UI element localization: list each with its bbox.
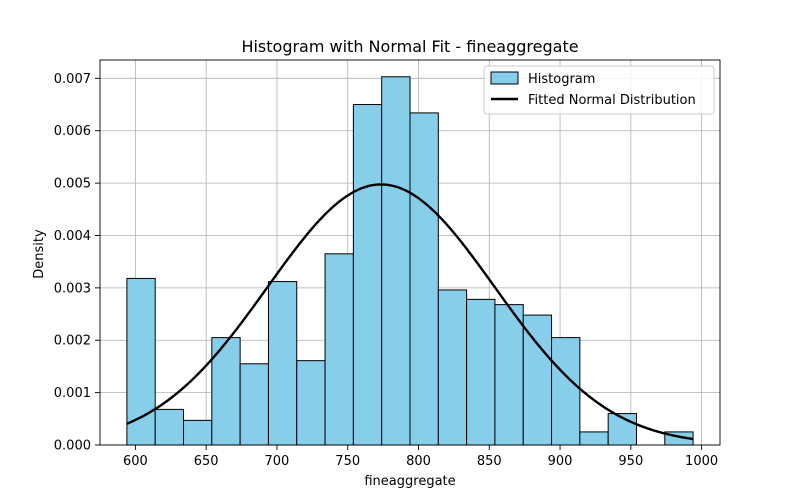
histogram-bar [551, 337, 581, 446]
histogram-bar [126, 277, 156, 446]
y-tick-label: 0.001 [54, 386, 91, 401]
histogram-bar [324, 253, 354, 446]
histogram-bar [381, 76, 411, 446]
normal-fit-layer [126, 183, 694, 441]
legend-histogram-label: Histogram [528, 72, 595, 87]
y-tick-label: 0.006 [54, 124, 91, 139]
y-tick-label: 0.005 [54, 177, 91, 192]
x-tick-label: 950 [618, 454, 643, 469]
normal-fit-curve [126, 183, 694, 441]
plot-area-frame [99, 59, 721, 446]
y-axis-label: Density [32, 229, 47, 279]
chart-title: Histogram with Normal Fit - fineaggregat… [241, 37, 578, 56]
histogram-bar [183, 419, 213, 446]
y-axis-ticks: 0.000 0.001 0.002 0.003 0.004 0.005 0.006 0.007 [54, 72, 100, 454]
histogram-bar [267, 281, 298, 446]
x-tick-label: 900 [548, 454, 573, 469]
x-tick-label: 700 [265, 454, 290, 469]
y-tick-label: 0.003 [54, 281, 91, 296]
y-tick-label: 0.004 [54, 229, 91, 244]
y-tick-label: 0.000 [54, 439, 91, 454]
legend: Histogram Fitted Normal Distribution [483, 65, 715, 115]
histogram-bar [494, 304, 524, 446]
x-tick-label: 650 [194, 454, 219, 469]
histogram-bar [437, 289, 468, 446]
histogram-bar [522, 314, 553, 446]
y-tick-label: 0.007 [54, 72, 91, 87]
histogram-bar [239, 363, 269, 446]
x-axis-ticks: 600 650 700 750 800 850 900 950 1000 [123, 445, 718, 469]
histogram-bar [352, 104, 383, 446]
histogram-bar [296, 360, 326, 446]
y-tick-label: 0.002 [54, 334, 91, 349]
x-tick-label: 850 [477, 454, 502, 469]
histogram-bar [579, 431, 609, 446]
histogram-bar [409, 112, 439, 446]
legend-frame [483, 65, 715, 115]
histogram-bar [466, 298, 496, 446]
x-tick-label: 600 [123, 454, 148, 469]
x-tick-label: 1000 [685, 454, 718, 469]
histogram-bars [126, 76, 694, 446]
histogram-bar [154, 408, 185, 446]
legend-histogram-swatch [490, 71, 519, 85]
x-axis-label: fineaggregate [364, 474, 455, 489]
x-tick-label: 750 [335, 454, 360, 469]
x-tick-label: 800 [406, 454, 431, 469]
legend-normal-label: Fitted Normal Distribution [528, 93, 696, 108]
